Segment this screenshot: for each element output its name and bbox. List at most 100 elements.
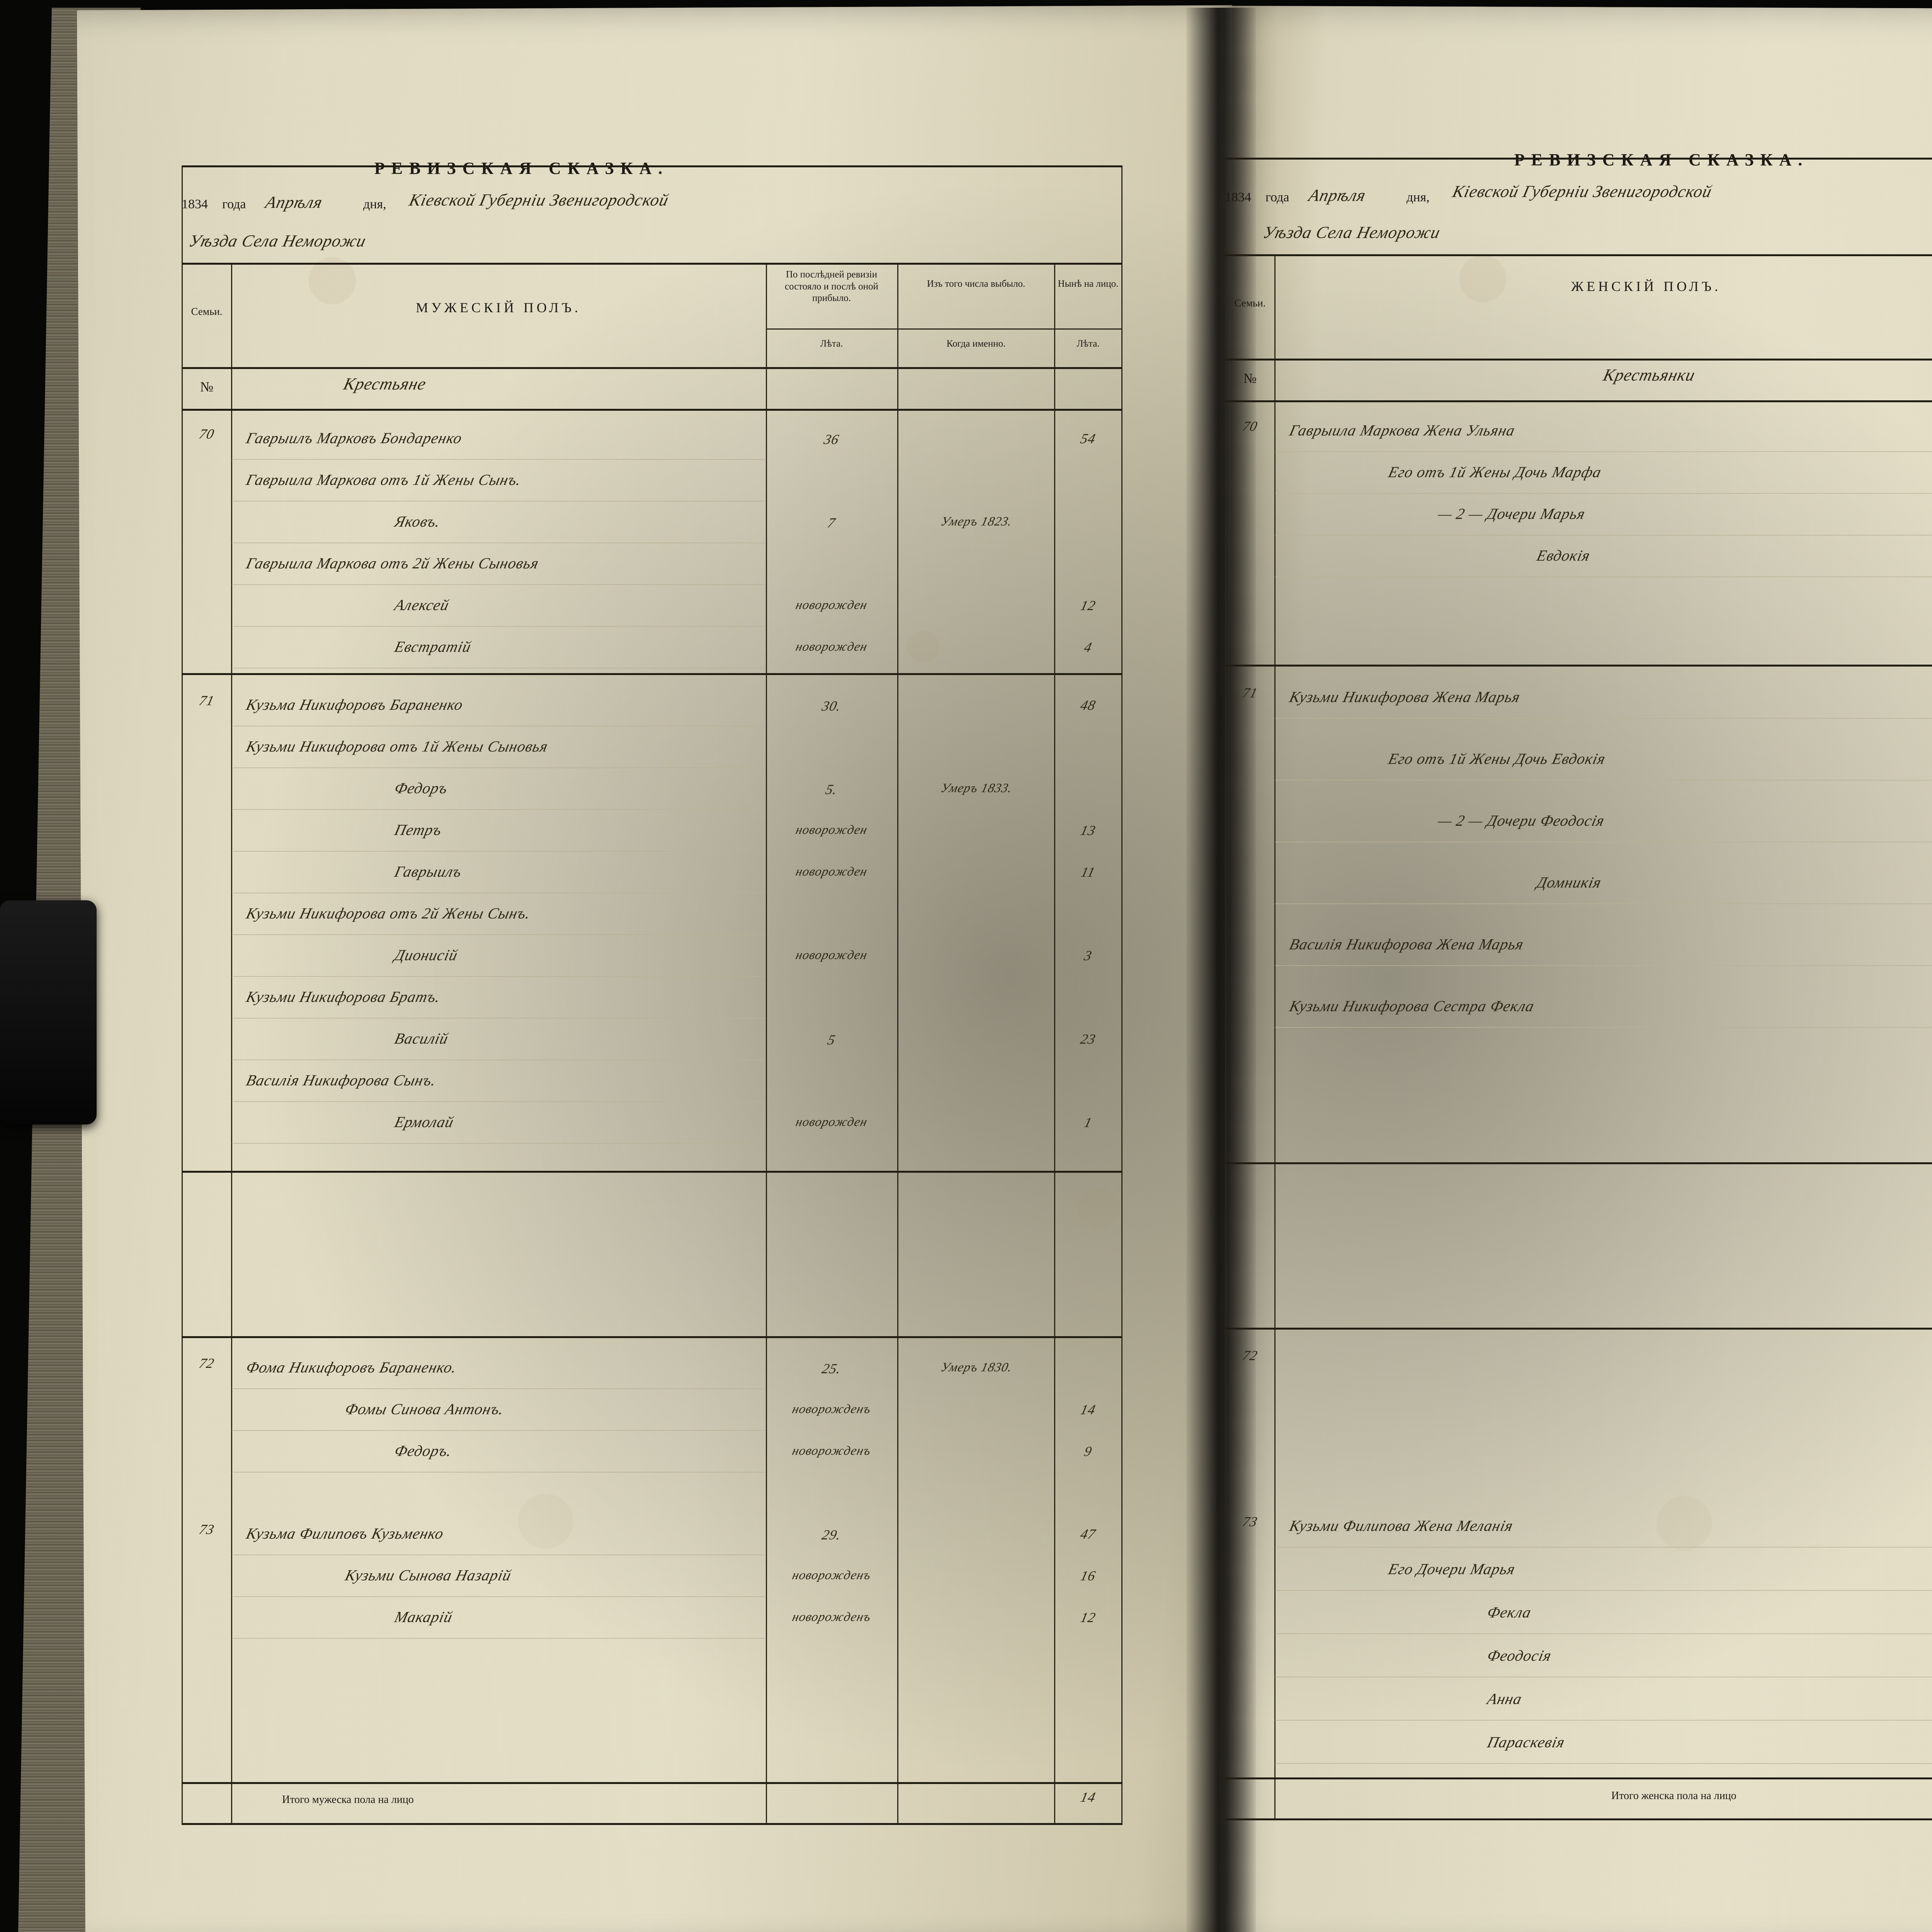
right-year-label: года <box>1265 190 1289 205</box>
person-name: Фекла <box>1486 1603 1533 1621</box>
row-guide <box>1275 1027 1932 1028</box>
prev-revision-value: новорожден <box>767 865 897 879</box>
person-name: Феодосія <box>1486 1646 1553 1665</box>
prev-revision-value: 7 <box>766 515 897 531</box>
rule-columns-bottom <box>182 409 1122 411</box>
family-number: 73 <box>180 1521 233 1537</box>
right-year: 1834 <box>1225 190 1251 205</box>
left-month-hand: Апрѣля <box>264 192 325 212</box>
rule-right-outer <box>1121 165 1122 1823</box>
right-header-estate-hand: Крестьянки <box>1601 365 1697 385</box>
person-name: Кузьма Никифоровъ Бараненко <box>245 696 465 714</box>
left-header-prev-revision: По послѣдней ревизіи состояло и послѣ он… <box>768 269 895 304</box>
left-total-value: 14 <box>1054 1789 1122 1805</box>
left-header-prev-revision-sub: Лѣта. <box>768 338 895 350</box>
person-name: Алексей <box>393 596 451 614</box>
rule-header-bottom <box>182 367 1122 369</box>
row-guide <box>1275 718 1932 719</box>
row-guide <box>1275 780 1932 781</box>
left-year: 1834 <box>182 197 208 212</box>
departed-when: Умеръ 1830. <box>900 1361 1054 1375</box>
right-header-family: Семьи. <box>1226 297 1274 310</box>
rule-r-family-71-72 <box>1225 1162 1932 1164</box>
person-name: Евдокія <box>1535 546 1592 565</box>
prev-revision-value: 5 <box>766 1032 897 1048</box>
present-age: 13 <box>1054 822 1122 838</box>
row-guide <box>1275 1590 1932 1591</box>
person-name: Гаврыила Маркова отъ 1й Жены Сынъ. <box>245 471 523 489</box>
rule-r-family-70-71 <box>1225 665 1932 667</box>
person-name: Кузьми Никифорова Жена Марья <box>1288 688 1522 706</box>
row-guide <box>232 1143 765 1144</box>
row-guide <box>232 767 765 768</box>
rule-left-outer <box>182 165 183 1823</box>
family-number: 72 <box>180 1355 233 1371</box>
prev-revision-value: 25. <box>766 1361 897 1377</box>
person-name: Фома Никифоровъ Бараненко. <box>245 1358 459 1376</box>
family-number: 73 <box>1224 1514 1276 1530</box>
person-name: Кузьми Никифорова отъ 1й Жены Сыновья <box>245 737 550 755</box>
present-age: 3 <box>1054 947 1122 964</box>
rule-r-total-bottom <box>1225 1818 1932 1820</box>
right-total-label: Итого женска пола на лицо <box>1611 1790 1932 1802</box>
row-guide <box>232 1018 765 1019</box>
prev-revision-value: новорожден <box>767 948 897 963</box>
present-age: 14 <box>1054 1401 1122 1418</box>
present-age: 4 <box>1054 639 1122 655</box>
row-guide <box>232 584 765 585</box>
person-name: Яковъ. <box>393 512 442 531</box>
right-header-sex: ЖЕНСКІЙ ПОЛЪ. <box>1279 278 1932 295</box>
rule-r-family-72-73 <box>1225 1328 1932 1330</box>
right-month-hand: Апрѣля <box>1307 185 1368 205</box>
row-guide <box>1275 1720 1932 1721</box>
row-guide <box>232 1388 765 1389</box>
person-name: Федоръ. <box>393 1442 454 1460</box>
person-name: Гаврыила Маркова Жена Ульяна <box>1288 421 1517 439</box>
rule-family-col <box>231 263 232 1823</box>
person-name: — 2 — Дочери Феодосія <box>1436 811 1607 830</box>
prev-revision-value: 29. <box>766 1527 897 1543</box>
present-age: 12 <box>1054 597 1122 614</box>
present-age: 54 <box>1054 430 1122 447</box>
departed-when: Умеръ 1823. <box>900 515 1054 529</box>
person-name: Макарій <box>393 1608 454 1626</box>
right-header-number: № <box>1226 370 1274 387</box>
present-age: 11 <box>1054 864 1122 880</box>
prev-revision-value: новорожденъ <box>767 1402 897 1417</box>
rule-r-left-outer <box>1225 158 1226 1819</box>
prev-revision-value: 30. <box>766 698 897 714</box>
row-guide <box>232 1638 765 1639</box>
right-page-title: РЕВИЗСКАЯ СКАЗКА. <box>1372 150 1932 170</box>
rule-family-70-71 <box>182 673 1122 675</box>
rule-family-71-72 <box>182 1171 1122 1173</box>
rule-departed-col <box>897 263 898 1823</box>
row-guide <box>232 626 765 627</box>
row-guide <box>232 501 765 502</box>
left-page-table: РЕВИЗСКАЯ СКАЗКА. 1834 года Апрѣля дня, … <box>182 162 1155 1824</box>
family-number: 71 <box>1224 685 1276 701</box>
person-name: Его отъ 1й Жены Дочь Марфа <box>1387 463 1604 481</box>
left-header-departed-sub: Когда именно. <box>900 338 1053 350</box>
rule-total-top <box>182 1782 1122 1784</box>
row-guide <box>232 934 765 935</box>
person-name: Петръ <box>393 821 444 839</box>
book-scan-image: РЕВИЗСКАЯ СКАЗКА. 1834 года Апрѣля дня, … <box>0 0 1932 1932</box>
prev-revision-value: новорожденъ <box>767 1568 897 1583</box>
right-place-hand-2: Уѣзда Села Неморожи <box>1261 223 1442 242</box>
scanner-clamp-left <box>0 900 97 1124</box>
person-name: Гаврыила Маркова отъ 2й Жены Сыновья <box>245 554 541 572</box>
left-header-sex: МУЖЕСКІЙ ПОЛЪ. <box>236 299 761 316</box>
person-name: Гаврыилъ Марковъ Бондаренко <box>245 429 464 447</box>
rule-r-under-header <box>1225 254 1932 256</box>
prev-revision-value: новорожден <box>767 823 897 837</box>
present-age: 16 <box>1054 1568 1122 1584</box>
family-number: 70 <box>1224 418 1276 434</box>
left-total-label: Итого мужеска пола на лицо <box>282 1794 761 1806</box>
row-guide <box>232 1472 765 1473</box>
prev-revision-value: новорожденъ <box>767 1444 897 1458</box>
person-name: Параскевія <box>1486 1733 1567 1751</box>
right-place-hand-1: Кіевской Губерніи Звенигородской <box>1451 182 1714 201</box>
rule-under-header-line <box>182 263 1122 265</box>
prev-revision-value: новорожден <box>767 598 897 612</box>
present-age: 48 <box>1054 697 1122 713</box>
